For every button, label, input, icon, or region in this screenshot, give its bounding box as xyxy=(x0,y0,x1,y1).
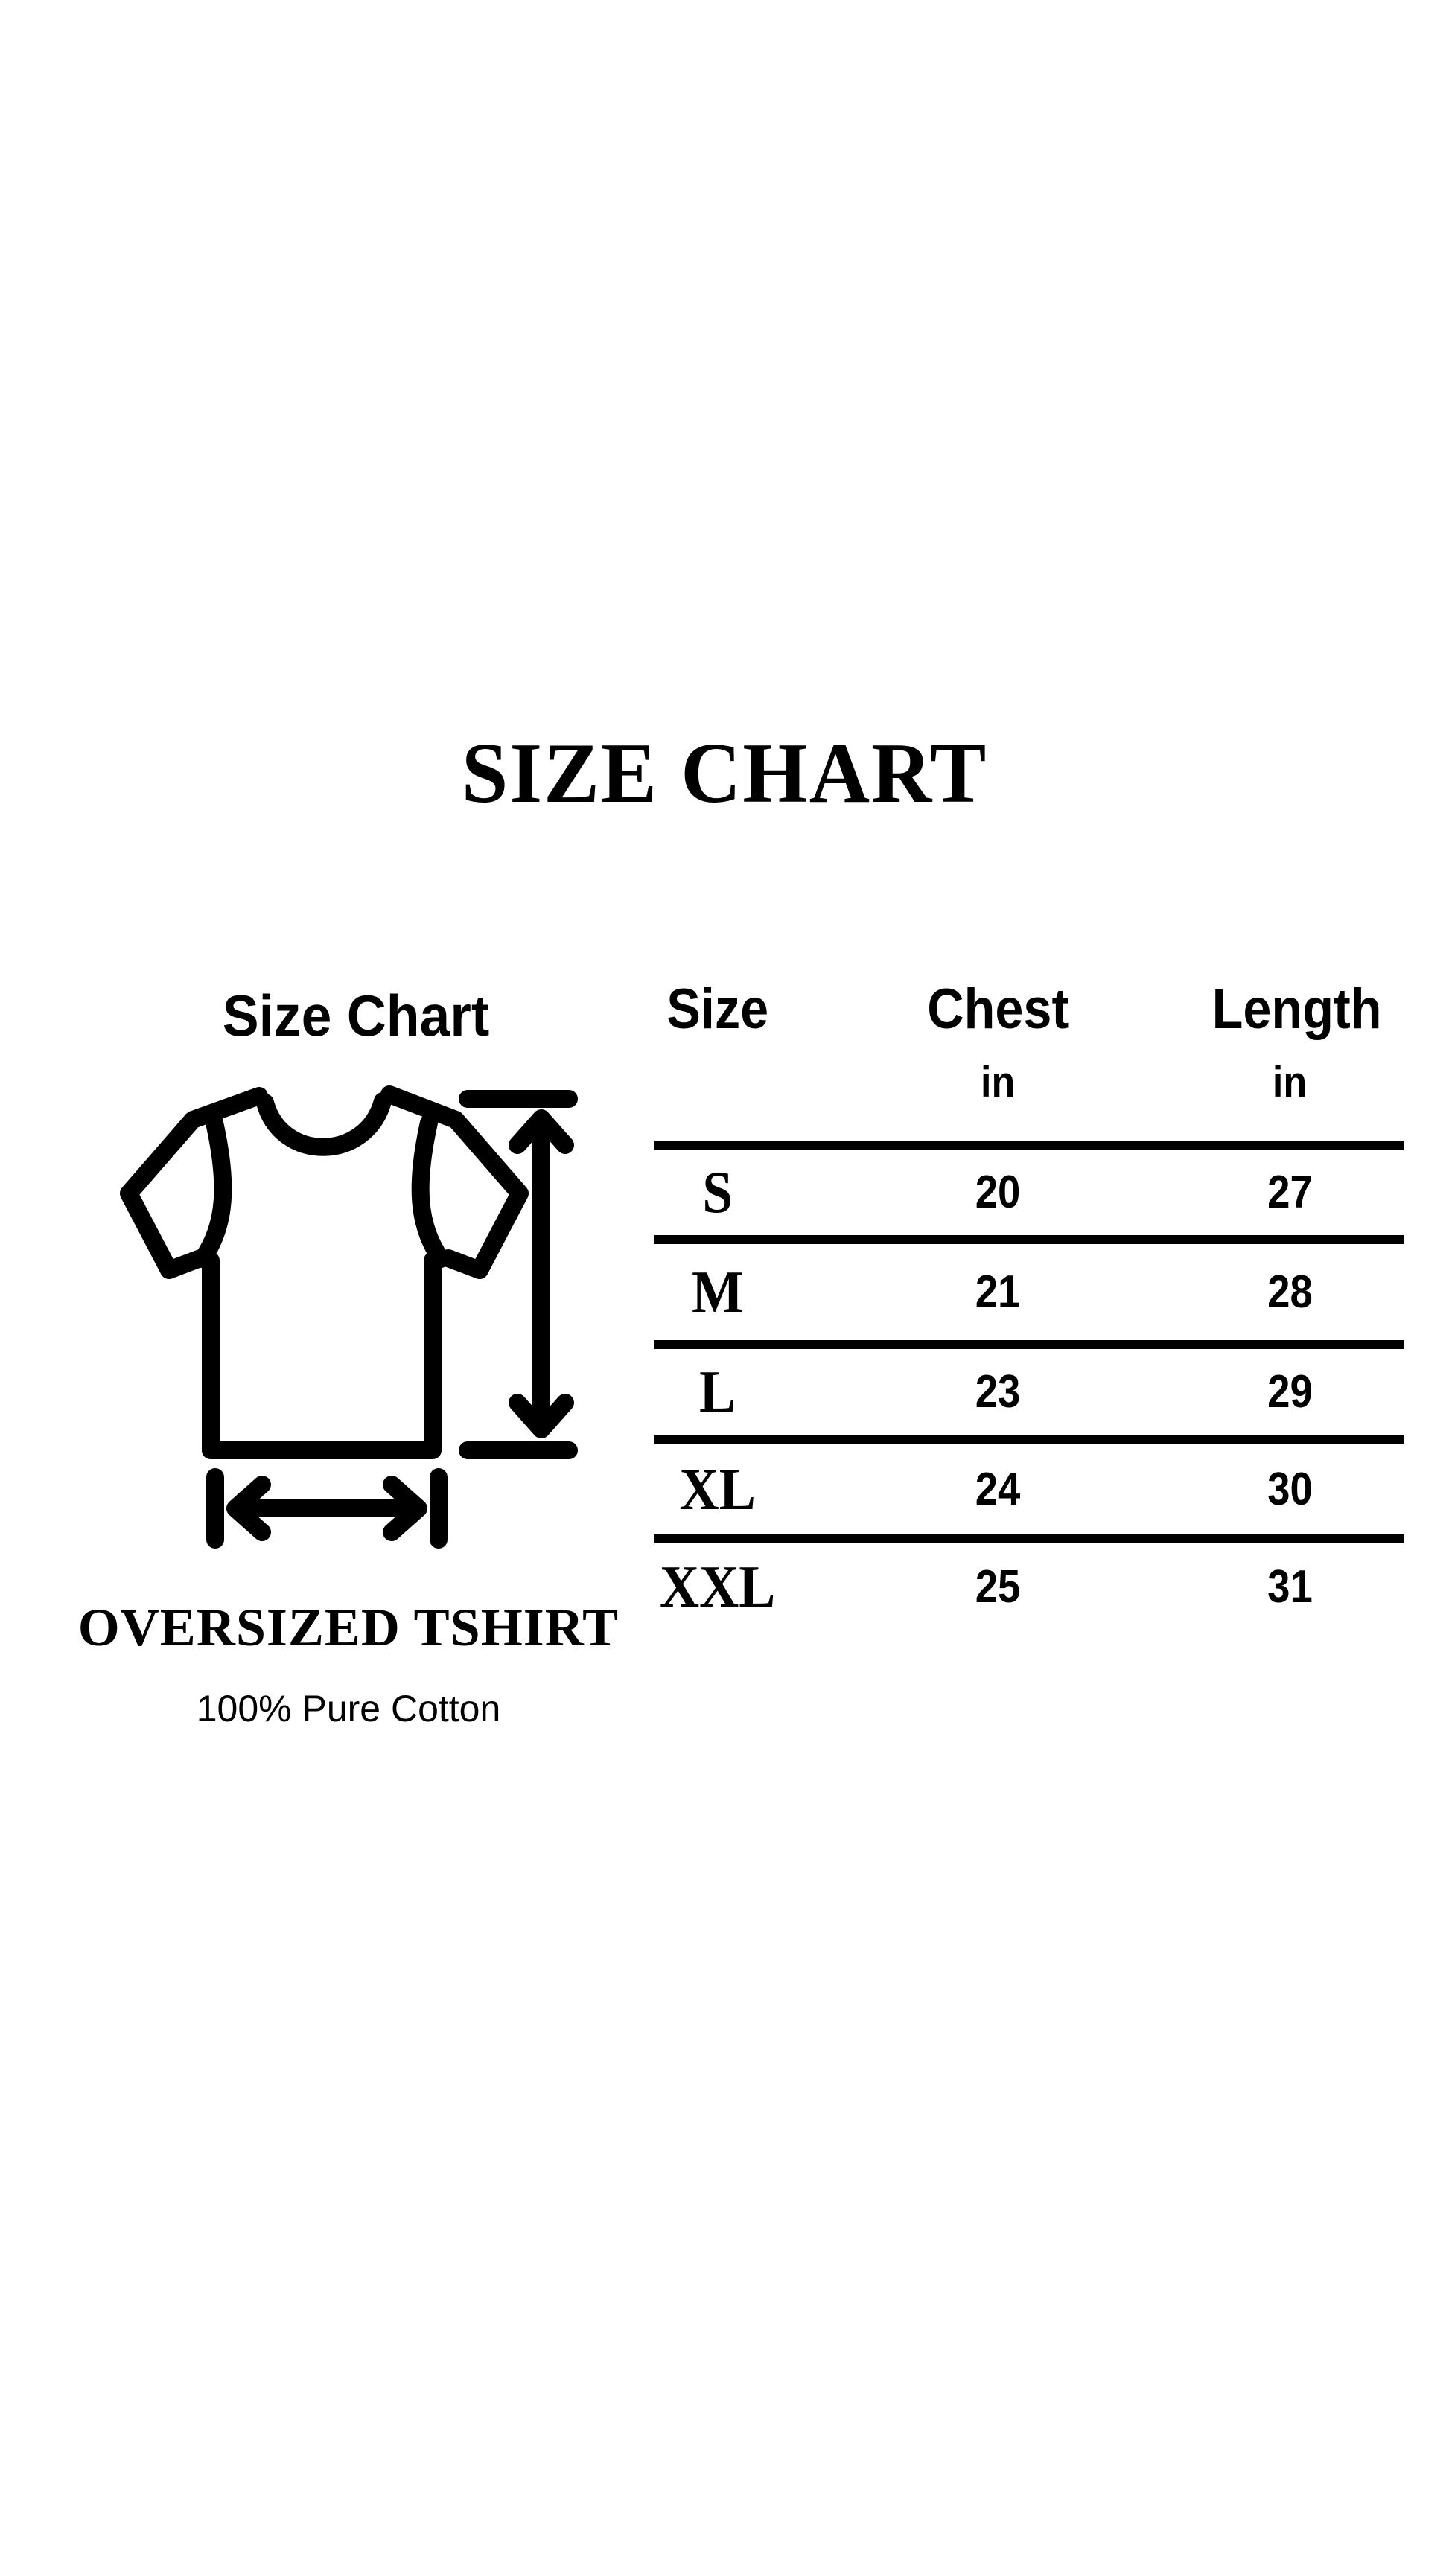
tshirt-outline-icon xyxy=(120,1085,529,1459)
row-size-label: M xyxy=(691,1259,744,1325)
row-chest-value: 20 xyxy=(975,1166,1021,1218)
table-row: S 20 27 xyxy=(654,1141,1404,1235)
length-arrow-icon xyxy=(459,1090,578,1459)
chest-unit-label: in xyxy=(981,1058,1016,1106)
table-row: M 21 28 xyxy=(654,1235,1404,1340)
row-chest-value: 21 xyxy=(975,1266,1021,1318)
row-length-value: 30 xyxy=(1267,1463,1313,1515)
row-chest-value: 24 xyxy=(975,1463,1021,1515)
row-length-value: 27 xyxy=(1267,1166,1313,1218)
column-header-length: Length xyxy=(1211,978,1382,1041)
column-header-size: Size xyxy=(666,978,769,1041)
table-row: XXL 25 31 xyxy=(654,1534,1404,1631)
size-table-header: Size Chest Length xyxy=(654,980,1404,1039)
product-chart-heading: Size Chart xyxy=(222,982,490,1048)
row-size-label: XXL xyxy=(659,1555,776,1620)
table-row: L 23 29 xyxy=(654,1340,1404,1435)
size-table-units: in in xyxy=(654,1060,1404,1105)
size-table-body: S 20 27 M 21 28 L 23 29 XL 24 30 XXL 25 xyxy=(654,1141,1404,1631)
row-chest-value: 25 xyxy=(975,1561,1021,1613)
row-length-value: 28 xyxy=(1267,1266,1313,1318)
page-title: SIZE CHART xyxy=(461,725,988,821)
row-chest-value: 23 xyxy=(975,1366,1021,1418)
product-name: OVERSIZED TSHIRT xyxy=(77,1598,620,1657)
row-length-value: 31 xyxy=(1267,1561,1313,1613)
table-row: XL 24 30 xyxy=(654,1435,1404,1534)
row-size-label: S xyxy=(702,1159,733,1225)
product-material: 100% Pure Cotton xyxy=(196,1688,501,1729)
column-header-chest: Chest xyxy=(927,978,1069,1041)
width-arrow-icon xyxy=(206,1468,448,1549)
row-size-label: XL xyxy=(679,1456,756,1523)
row-size-label: L xyxy=(699,1359,736,1425)
length-unit-label: in xyxy=(1272,1058,1308,1106)
tshirt-measure-icon xyxy=(120,1085,578,1549)
size-table: Size Chest Length in in S 20 27 M 21 28 … xyxy=(654,980,1404,1631)
row-length-value: 29 xyxy=(1267,1366,1313,1418)
